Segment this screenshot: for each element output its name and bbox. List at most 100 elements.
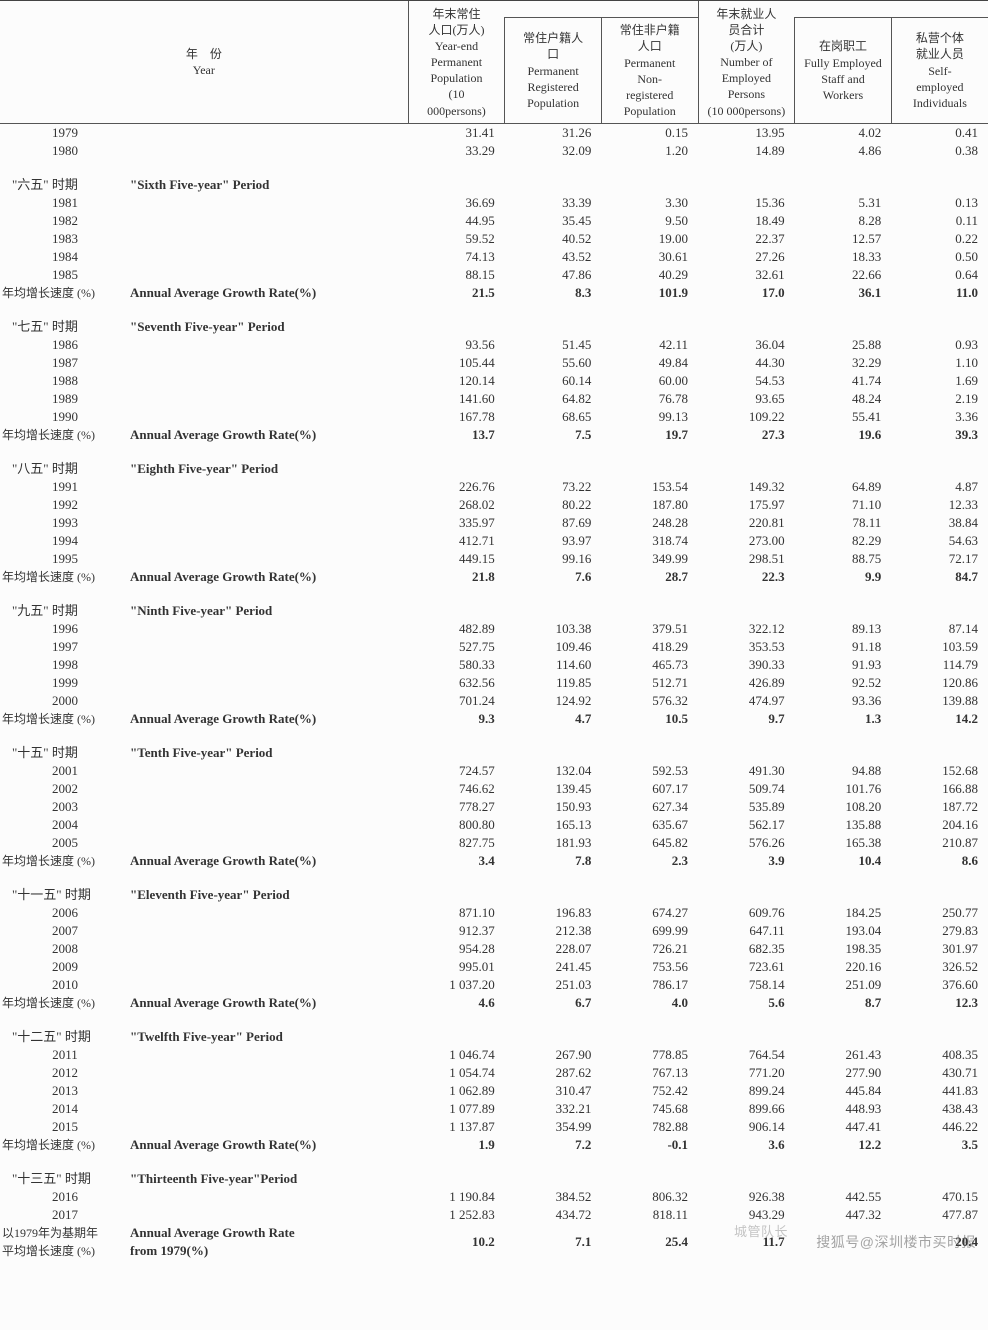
value-cell: 71.10 bbox=[795, 496, 892, 514]
year-cell: 1984 bbox=[0, 248, 130, 266]
value-cell: 871.10 bbox=[408, 904, 505, 922]
year-cell: 2005 bbox=[0, 834, 130, 852]
data-row: 20121 054.74287.62767.13771.20277.90430.… bbox=[0, 1064, 988, 1082]
value-cell: 124.92 bbox=[505, 692, 602, 710]
year-cell: 1991 bbox=[0, 478, 130, 496]
year-cell: 2012 bbox=[0, 1064, 130, 1082]
value-cell: 635.67 bbox=[601, 816, 698, 834]
value-cell: 758.14 bbox=[698, 976, 795, 994]
data-row: 2002746.62139.45607.17509.74101.76166.88 bbox=[0, 780, 988, 798]
value-cell: 1.3 bbox=[795, 710, 892, 728]
section-title-cn: "十二五" 时期 bbox=[0, 1028, 130, 1046]
value-cell: 0.15 bbox=[601, 124, 698, 143]
value-cell: 430.71 bbox=[891, 1064, 988, 1082]
value-cell: 119.85 bbox=[505, 674, 602, 692]
section-heading: "十三五" 时期"Thirteenth Five-year"Period bbox=[0, 1170, 988, 1188]
value-cell: 745.68 bbox=[601, 1100, 698, 1118]
value-cell: 51.45 bbox=[505, 336, 602, 354]
section-title-en: "Eleventh Five-year" Period bbox=[130, 886, 408, 904]
value-cell: 47.86 bbox=[505, 266, 602, 284]
data-row: 20131 062.89310.47752.42899.24445.84441.… bbox=[0, 1082, 988, 1100]
data-row: 1997527.75109.46418.29353.5391.18103.59 bbox=[0, 638, 988, 656]
value-cell: 38.84 bbox=[891, 514, 988, 532]
value-cell: 349.99 bbox=[601, 550, 698, 568]
section-heading: "九五" 时期"Ninth Five-year" Period bbox=[0, 602, 988, 620]
value-cell: 27.26 bbox=[698, 248, 795, 266]
year-cell: 1996 bbox=[0, 620, 130, 638]
value-cell: 3.9 bbox=[698, 852, 795, 870]
year-cell: 1985 bbox=[0, 266, 130, 284]
data-row: 198474.1343.5230.6127.2618.330.50 bbox=[0, 248, 988, 266]
value-cell: 3.36 bbox=[891, 408, 988, 426]
value-cell: 22.66 bbox=[795, 266, 892, 284]
value-cell: 818.11 bbox=[601, 1206, 698, 1224]
section-heading: "七五" 时期"Seventh Five-year" Period bbox=[0, 318, 988, 336]
value-cell: 108.20 bbox=[795, 798, 892, 816]
year-cell: 年均增长速度 (%) bbox=[0, 1136, 130, 1154]
year-cell: 1998 bbox=[0, 656, 130, 674]
header-col-1: 常住户籍人口PermanentRegisteredPopulation bbox=[505, 18, 602, 124]
data-row: 2004800.80165.13635.67562.17135.88204.16 bbox=[0, 816, 988, 834]
value-cell: 212.38 bbox=[505, 922, 602, 940]
value-cell: 1.10 bbox=[891, 354, 988, 372]
value-cell: 54.63 bbox=[891, 532, 988, 550]
value-cell: 92.52 bbox=[795, 674, 892, 692]
value-cell: 3.4 bbox=[408, 852, 505, 870]
value-cell: 645.82 bbox=[601, 834, 698, 852]
value-cell: 43.52 bbox=[505, 248, 602, 266]
value-cell: 354.99 bbox=[505, 1118, 602, 1136]
value-cell: 94.88 bbox=[795, 762, 892, 780]
data-row: 2005827.75181.93645.82576.26165.38210.87 bbox=[0, 834, 988, 852]
value-cell: 166.88 bbox=[891, 780, 988, 798]
value-cell: 7.8 bbox=[505, 852, 602, 870]
year-cell: 1983 bbox=[0, 230, 130, 248]
year-cell: 1980 bbox=[0, 142, 130, 160]
value-cell: 105.44 bbox=[408, 354, 505, 372]
value-cell: 310.47 bbox=[505, 1082, 602, 1100]
data-row: 198359.5240.5219.0022.3712.570.22 bbox=[0, 230, 988, 248]
year-cell: 年均增长速度 (%) bbox=[0, 426, 130, 444]
value-cell: 701.24 bbox=[408, 692, 505, 710]
value-cell: 509.74 bbox=[698, 780, 795, 798]
data-row: 198136.6933.393.3015.365.310.13 bbox=[0, 194, 988, 212]
value-cell: 39.3 bbox=[891, 426, 988, 444]
section-heading: "十五" 时期"Tenth Five-year" Period bbox=[0, 744, 988, 762]
value-cell: 76.78 bbox=[601, 390, 698, 408]
header-col-3: 年末就业人员合计(万人)Number ofEmployedPersons(10 … bbox=[698, 1, 795, 124]
data-row: 198244.9535.459.5018.498.280.11 bbox=[0, 212, 988, 230]
value-cell: 449.15 bbox=[408, 550, 505, 568]
value-cell: 13.7 bbox=[408, 426, 505, 444]
value-cell: 48.24 bbox=[795, 390, 892, 408]
value-cell: 139.45 bbox=[505, 780, 602, 798]
value-cell: 301.97 bbox=[891, 940, 988, 958]
value-cell: 332.21 bbox=[505, 1100, 602, 1118]
data-row: 1988120.1460.1460.0054.5341.741.69 bbox=[0, 372, 988, 390]
value-cell: 418.29 bbox=[601, 638, 698, 656]
section-heading: "十一五" 时期"Eleventh Five-year" Period bbox=[0, 886, 988, 904]
value-cell: 995.01 bbox=[408, 958, 505, 976]
year-cell: 1995 bbox=[0, 550, 130, 568]
value-cell: 562.17 bbox=[698, 816, 795, 834]
value-cell: 241.45 bbox=[505, 958, 602, 976]
section-title-cn: "七五" 时期 bbox=[0, 318, 130, 336]
growth-row: 年均增长速度 (%)Annual Average Growth Rate(%)2… bbox=[0, 284, 988, 302]
year-cell: 2008 bbox=[0, 940, 130, 958]
value-cell: 135.88 bbox=[795, 816, 892, 834]
value-cell: 8.28 bbox=[795, 212, 892, 230]
value-cell: 445.84 bbox=[795, 1082, 892, 1100]
value-cell: 441.83 bbox=[891, 1082, 988, 1100]
value-cell: 2.19 bbox=[891, 390, 988, 408]
value-cell: 187.72 bbox=[891, 798, 988, 816]
value-cell: 482.89 bbox=[408, 620, 505, 638]
section-title-en: "Sixth Five-year" Period bbox=[130, 176, 408, 194]
value-cell: 91.18 bbox=[795, 638, 892, 656]
value-cell: 12.3 bbox=[891, 994, 988, 1012]
year-cell: 2006 bbox=[0, 904, 130, 922]
value-cell: 36.69 bbox=[408, 194, 505, 212]
value-cell: 384.52 bbox=[505, 1188, 602, 1206]
value-cell: 470.15 bbox=[891, 1188, 988, 1206]
value-cell: 17.0 bbox=[698, 284, 795, 302]
value-cell: 114.79 bbox=[891, 656, 988, 674]
value-cell: 15.36 bbox=[698, 194, 795, 212]
value-cell: 4.02 bbox=[795, 124, 892, 143]
